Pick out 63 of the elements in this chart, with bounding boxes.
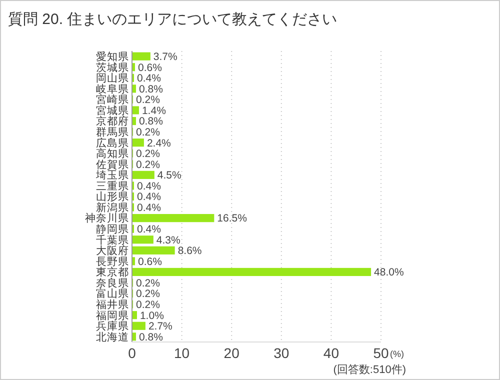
data-label: 1.0% bbox=[140, 310, 164, 322]
data-label: 4.5% bbox=[157, 170, 182, 182]
x-tick-label: 20 bbox=[224, 345, 240, 361]
x-tick-label: 10 bbox=[174, 345, 190, 361]
y-tick-label: 広島県 bbox=[96, 136, 129, 150]
data-label: 1.4% bbox=[142, 104, 166, 117]
y-tick-label: 愛知県 bbox=[96, 50, 129, 64]
data-label: 0.2% bbox=[136, 148, 160, 160]
x-tick-label: 50 bbox=[373, 345, 389, 361]
y-tick-label: 群馬県 bbox=[96, 126, 129, 138]
y-tick-label: 北海道 bbox=[96, 330, 129, 344]
y-tick-label: 茨城県 bbox=[96, 60, 129, 74]
y-tick-label: 宮城県 bbox=[96, 104, 129, 117]
x-tick-label: 30 bbox=[274, 345, 290, 361]
data-label: 16.5% bbox=[217, 212, 247, 225]
data-label: 2.7% bbox=[148, 320, 172, 333]
data-label: 0.4% bbox=[136, 180, 161, 192]
data-label: 0.4% bbox=[136, 72, 161, 85]
data-label: 0.2% bbox=[136, 277, 160, 290]
x-tick-label: 40 bbox=[323, 345, 340, 361]
y-tick-label: 三重県 bbox=[96, 179, 129, 192]
y-tick-label: 大阪府 bbox=[96, 244, 129, 258]
y-tick-label: 奈良県 bbox=[96, 276, 129, 290]
y-tick-label: 京都府 bbox=[96, 114, 129, 128]
data-label: 0.2% bbox=[136, 94, 160, 106]
data-label: 0.2% bbox=[136, 126, 160, 138]
data-label: 0.4% bbox=[136, 224, 161, 236]
y-tick-label: 岡山県 bbox=[96, 72, 129, 85]
y-tick-label: 富山県 bbox=[96, 287, 129, 300]
data-label: 4.3% bbox=[156, 234, 180, 246]
y-tick-label: 兵庫県 bbox=[96, 320, 129, 333]
data-label: 3.7% bbox=[153, 51, 178, 64]
y-tick-label: 長野県 bbox=[96, 256, 129, 268]
data-label: 0.6% bbox=[138, 256, 162, 268]
data-label: 0.8% bbox=[138, 83, 163, 96]
y-tick-label: 岐阜県 bbox=[96, 82, 129, 96]
y-tick-label: 千葉県 bbox=[96, 233, 129, 246]
y-tick-label: 神奈川県 bbox=[85, 212, 129, 225]
data-label: 0.4% bbox=[136, 191, 161, 204]
y-tick-label: 福井県 bbox=[96, 298, 129, 311]
data-label: 48.0% bbox=[374, 266, 404, 279]
data-label: 0.8% bbox=[138, 116, 163, 128]
y-tick-label: 高知県 bbox=[96, 147, 129, 160]
data-label: 0.2% bbox=[136, 158, 160, 171]
x-tick-label: 0 bbox=[128, 345, 136, 361]
data-label: 0.8% bbox=[138, 331, 163, 344]
text: (回答数:510件) bbox=[333, 364, 406, 376]
data-label: 0.2% bbox=[136, 298, 160, 311]
y-tick-label: 静岡県 bbox=[96, 224, 129, 236]
data-label: 0.4% bbox=[136, 202, 161, 214]
data-label: 8.6% bbox=[178, 245, 202, 258]
y-tick-label: 東京都 bbox=[96, 266, 129, 279]
y-tick-label: 福岡県 bbox=[96, 308, 129, 322]
y-tick-label: 新潟県 bbox=[96, 200, 129, 214]
y-tick-label: 宮崎県 bbox=[96, 93, 129, 106]
data-label: 2.4% bbox=[146, 137, 171, 150]
data-label: 0.2% bbox=[136, 288, 160, 300]
y-tick-label: 佐賀県 bbox=[96, 158, 129, 171]
y-tick-label: 埼玉県 bbox=[95, 170, 129, 182]
y-tick-label: 山形県 bbox=[96, 190, 129, 204]
data-label: 0.6% bbox=[138, 62, 162, 74]
x-axis-title: (%) bbox=[390, 349, 404, 359]
chart-title: 質問 20. 住まいのエリアについて教えてください bbox=[8, 11, 338, 28]
